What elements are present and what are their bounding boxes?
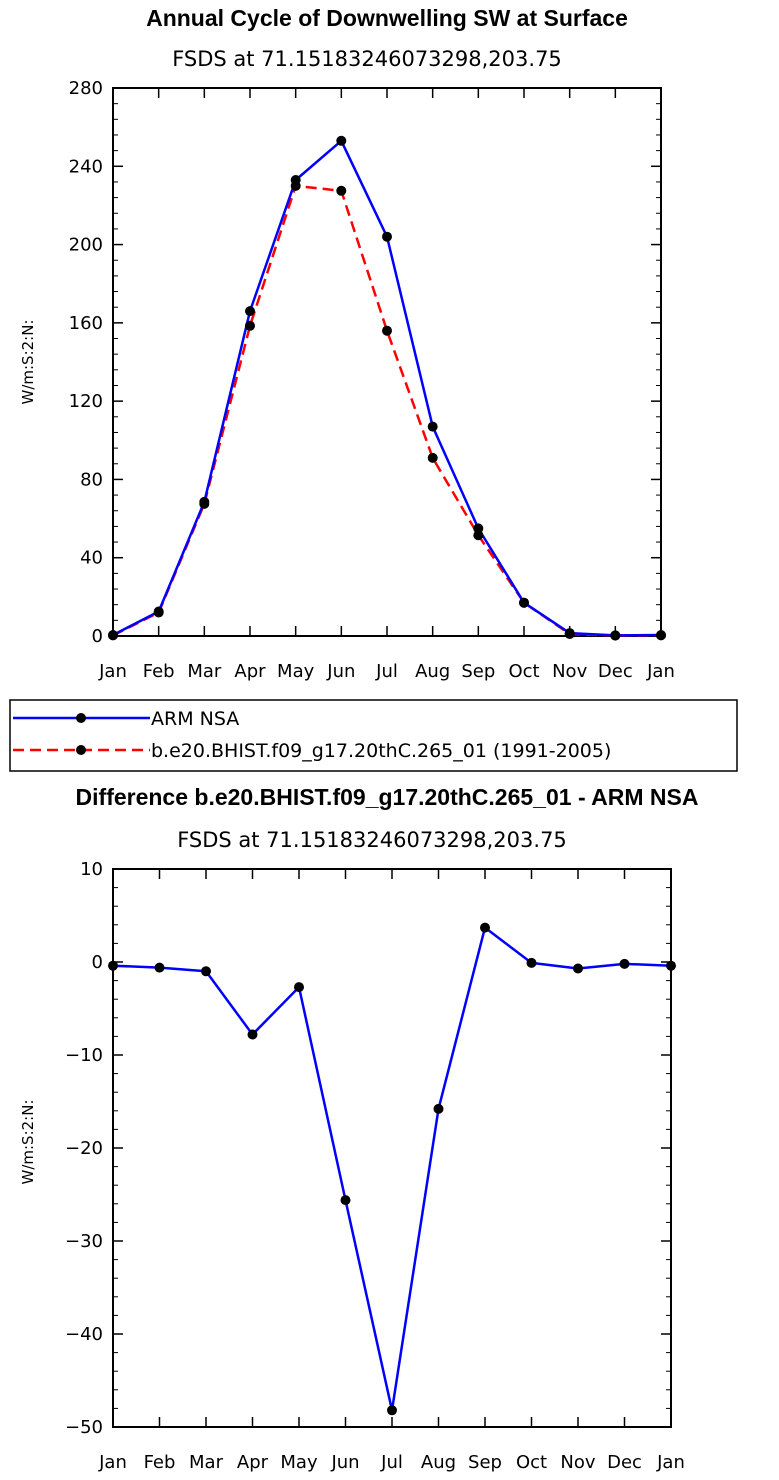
legend-entry-arm-nsa: ARM NSA	[13, 708, 239, 730]
x-tick-label: Apr	[234, 661, 266, 682]
data-point-s0-6	[382, 231, 392, 242]
x-tick-label: May	[277, 661, 315, 682]
legend-label-model: b.e20.BHIST.f09_g17.20thC.265_01 (1991-2…	[151, 740, 611, 762]
y-axis-label: W/m:S:2:N:	[19, 1100, 37, 1185]
y-tick-label: 200	[69, 235, 103, 256]
data-point-s0-8	[480, 922, 490, 933]
data-point-s0-3	[247, 1029, 258, 1040]
x-tick-label: Jan	[656, 1452, 685, 1473]
data-point-s1-7	[427, 452, 438, 463]
y-tick-label: 120	[69, 391, 103, 412]
y-tick-label: 40	[80, 548, 103, 569]
data-point-s0-1	[154, 962, 165, 973]
data-point-s0-11	[619, 958, 630, 969]
chart-subtitle: FSDS at 71.15183246073298,203.75	[172, 47, 562, 71]
y-tick-label: 0	[92, 626, 103, 647]
x-tick-label: Jul	[375, 661, 398, 682]
plot-area: 0 40 80 120 160 200 240 280 Jan Feb Mar Apr May Jun Ju…	[69, 78, 675, 682]
plot-frame	[112, 87, 662, 637]
data-point-s0-9	[526, 957, 537, 968]
x-tick-label: Feb	[143, 661, 175, 682]
x-tick-label: Nov	[552, 661, 587, 682]
y-tick-label: −50	[65, 1417, 103, 1438]
y-tick-label: 10	[80, 859, 103, 880]
data-point-s1-3	[245, 320, 255, 331]
y-tick-label: −30	[65, 1231, 103, 1252]
data-point-s0-0	[108, 960, 118, 971]
x-tick-label: Sep	[468, 1452, 502, 1473]
data-point-s1-5	[336, 185, 347, 196]
x-tick-label: Sep	[461, 661, 495, 682]
data-point-s1-4	[290, 180, 301, 191]
data-point-s0-2	[201, 966, 211, 977]
x-tick-label: Aug	[415, 661, 450, 682]
data-point-s0-3	[245, 306, 255, 317]
x-tick-label: Aug	[421, 1452, 456, 1473]
annual-cycle-chart: Annual Cycle of Downwelling SW at Surfac…	[19, 5, 675, 682]
x-tick-label: Oct	[516, 1452, 547, 1473]
data-point-s1-12	[656, 630, 666, 641]
y-tick-label: −20	[65, 1138, 103, 1159]
x-tick-label: Jan	[646, 661, 675, 682]
data-point-s0-5	[336, 135, 347, 146]
y-axis-label: W/m:S:2:N:	[19, 320, 37, 405]
x-tick-label: Jun	[330, 1452, 359, 1473]
x-tick-label: May	[280, 1452, 318, 1473]
data-point-s1-1	[153, 607, 164, 618]
legend-marker-model	[76, 745, 86, 755]
x-tick-label: Feb	[144, 1452, 176, 1473]
data-point-s1-8	[473, 530, 484, 541]
y-tick-label: 240	[69, 156, 103, 177]
data-point-s1-0	[108, 630, 118, 641]
legend: ARM NSA b.e20.BHIST.f09_g17.20thC.265_01…	[9, 699, 738, 772]
y-tick-label: 160	[69, 313, 103, 334]
x-tick-label: Jul	[380, 1452, 403, 1473]
legend-marker-arm-nsa	[76, 713, 86, 723]
data-point-s0-7	[427, 421, 438, 432]
legend-box	[9, 699, 738, 772]
difference-chart: Difference b.e20.BHIST.f09_g17.20thC.265…	[19, 784, 698, 1473]
x-tick-label: Apr	[237, 1452, 269, 1473]
plot-area: −50 −40 −30 −20 −10 0 10 Jan Feb Mar Apr May Jun Jul A…	[65, 859, 685, 1473]
x-tick-label: Jan	[98, 661, 127, 682]
data-point-s0-4	[294, 982, 304, 993]
series-line-0	[112, 139, 662, 637]
data-point-s0-5	[340, 1195, 351, 1206]
data-point-s0-12	[666, 960, 676, 971]
series-line-0	[112, 926, 672, 1412]
x-tick-label: Dec	[607, 1452, 642, 1473]
y-tick-label: 80	[80, 469, 103, 490]
data-point-s0-7	[433, 1103, 444, 1114]
y-tick-label: 0	[92, 952, 103, 973]
y-tick-label: −40	[65, 1324, 103, 1345]
x-tick-label: Mar	[187, 661, 222, 682]
chart-subtitle: FSDS at 71.15183246073298,203.75	[177, 828, 567, 852]
x-tick-label: Mar	[189, 1452, 224, 1473]
data-point-s1-10	[564, 629, 575, 639]
data-point-s1-6	[382, 325, 392, 336]
x-tick-label: Jan	[98, 1452, 127, 1473]
chart-title: Difference b.e20.BHIST.f09_g17.20thC.265…	[76, 784, 699, 810]
data-point-s1-11	[610, 630, 621, 641]
legend-entry-model: b.e20.BHIST.f09_g17.20thC.265_01 (1991-2…	[13, 740, 611, 762]
legend-label-arm-nsa: ARM NSA	[151, 708, 239, 730]
x-tick-label: Nov	[560, 1452, 595, 1473]
x-tick-label: Jun	[326, 661, 355, 682]
series-line-1	[112, 184, 662, 637]
plot-frame	[112, 868, 672, 1428]
data-point-s0-6	[387, 1405, 397, 1416]
x-tick-label: Dec	[598, 661, 633, 682]
data-point-s0-10	[573, 963, 583, 974]
chart-title: Annual Cycle of Downwelling SW at Surfac…	[146, 5, 628, 31]
data-point-s1-9	[519, 597, 529, 608]
y-tick-label: −10	[65, 1045, 103, 1066]
data-point-s1-2	[199, 498, 210, 509]
x-tick-label: Oct	[508, 661, 539, 682]
y-tick-label: 280	[69, 78, 103, 99]
